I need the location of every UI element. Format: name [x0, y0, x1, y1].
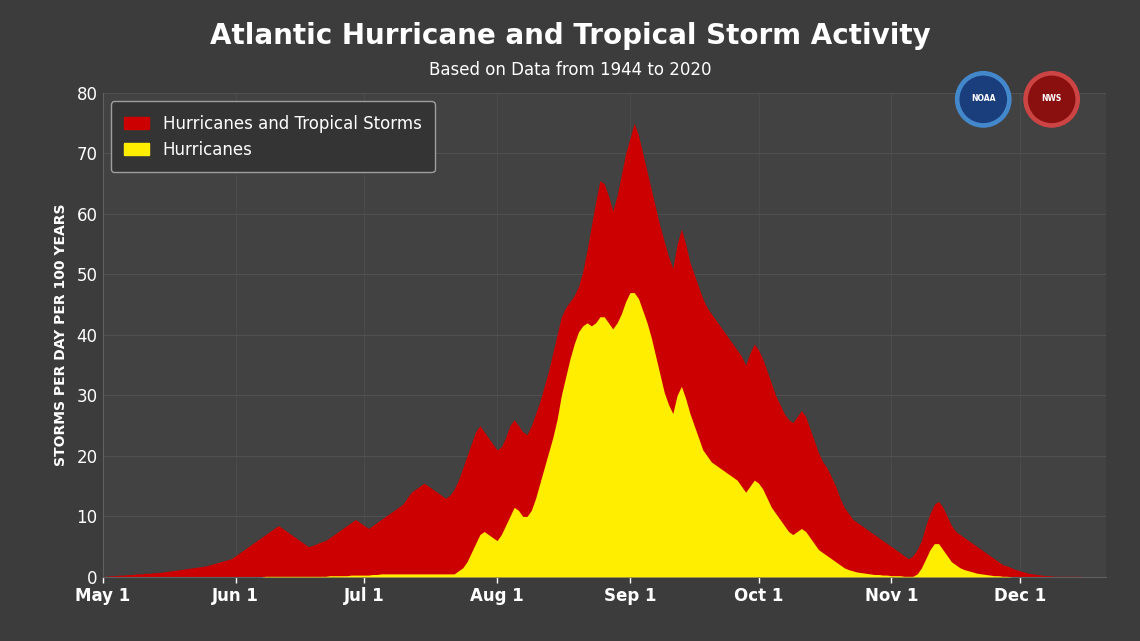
- Text: NWS: NWS: [1042, 94, 1061, 103]
- Legend: Hurricanes and Tropical Storms, Hurricanes: Hurricanes and Tropical Storms, Hurrican…: [111, 101, 434, 172]
- Text: Atlantic Hurricane and Tropical Storm Activity: Atlantic Hurricane and Tropical Storm Ac…: [210, 22, 930, 51]
- Text: Based on Data from 1944 to 2020: Based on Data from 1944 to 2020: [429, 61, 711, 79]
- Y-axis label: STORMS PER DAY PER 100 YEARS: STORMS PER DAY PER 100 YEARS: [55, 204, 68, 466]
- Circle shape: [1028, 76, 1075, 122]
- Circle shape: [1024, 72, 1080, 127]
- Circle shape: [955, 72, 1011, 127]
- Circle shape: [960, 76, 1007, 122]
- Text: NOAA: NOAA: [971, 94, 995, 103]
